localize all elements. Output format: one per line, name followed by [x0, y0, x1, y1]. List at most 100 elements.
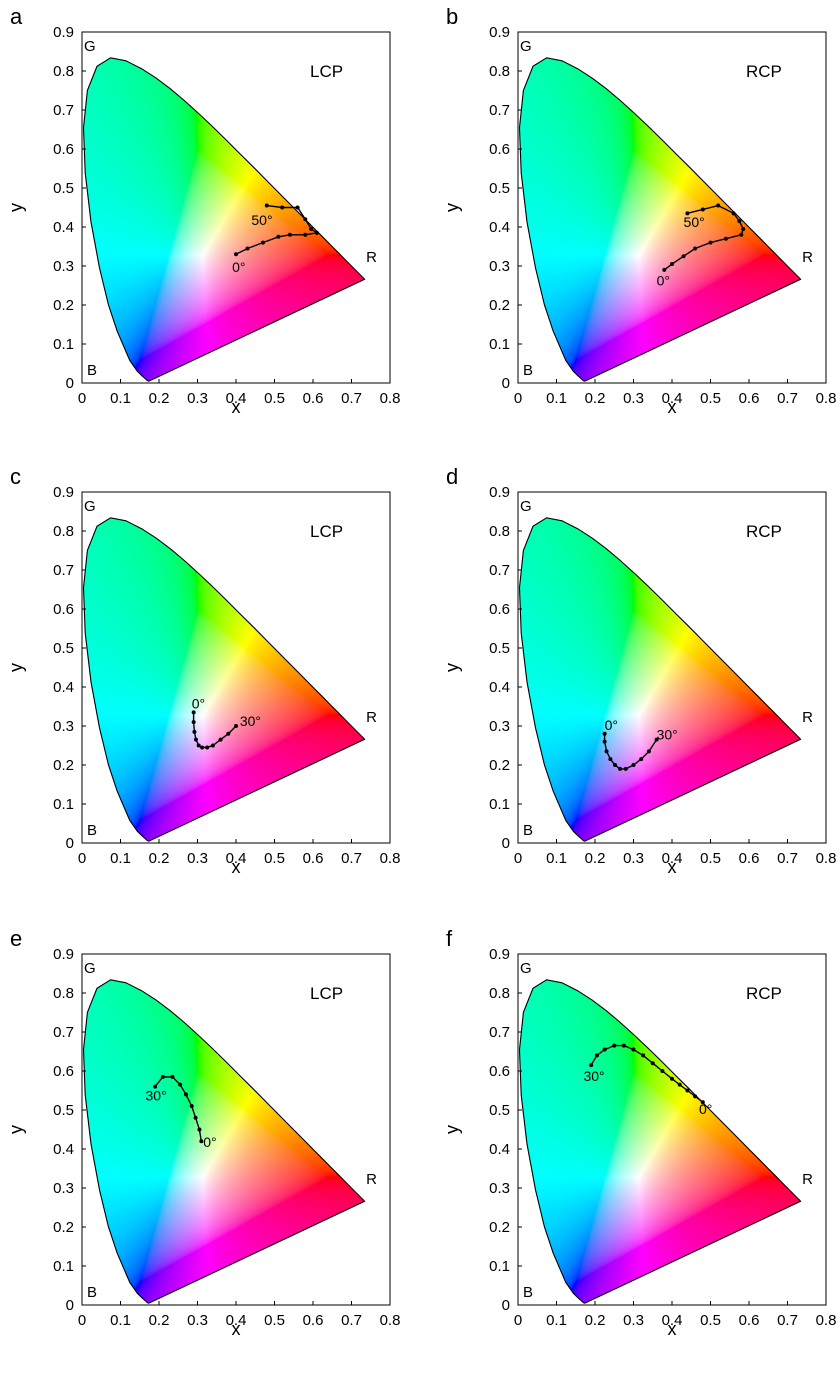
data-point: [677, 1082, 682, 1087]
y-tick-label: 0.2: [53, 757, 74, 774]
x-tick-label: 0.6: [739, 850, 760, 867]
x-tick-label: 0.4: [662, 850, 683, 867]
panel-label: c: [10, 464, 21, 489]
panel-label: b: [446, 4, 458, 29]
y-tick-label: 0.4: [53, 219, 74, 236]
corner-label-r: R: [366, 709, 377, 726]
x-tick-label: 0.1: [110, 390, 131, 407]
corner-label-r: R: [802, 249, 813, 266]
x-tick-label: 0: [514, 390, 522, 407]
x-axis-label: x: [232, 397, 241, 417]
spectral-locus: [82, 517, 366, 842]
x-tick-label: 0.8: [380, 390, 401, 407]
x-tick-label: 0.1: [110, 1312, 131, 1329]
x-tick-label: 0: [514, 850, 522, 867]
chart-panel-b: b RCP 0 0.1 0.2 0.3 0.4 0.5 0.6 0.7 0.8 0 0.1 0.2 0.3 0…: [436, 0, 840, 452]
chart-panel-d: d RCP 0 0.1 0.2 0.3 0.4 0.5 0.6 0.7 0.8 0 0.1 0.2 0.3 0…: [436, 460, 840, 912]
data-point: [618, 766, 623, 771]
chart-svg-b: b RCP 0 0.1 0.2 0.3 0.4 0.5 0.6 0.7 0.8 0 0.1 0.2 0.3 0…: [442, 4, 837, 417]
data-point: [654, 737, 659, 742]
corner-label-g: G: [520, 38, 532, 55]
data-point: [210, 743, 215, 748]
gamut-fill: [83, 979, 365, 1304]
y-tick-label: 0.9: [53, 946, 74, 963]
y-tick-label: 0.1: [53, 796, 74, 813]
y-tick-label: 0.9: [489, 24, 510, 41]
chart-svg-e: e LCP 0 0.1 0.2 0.3 0.4 0.5 0.6 0.7 0.8 0 0.1 0.2 0.3 0…: [6, 926, 401, 1339]
y-tick-label: 0.1: [53, 1258, 74, 1275]
y-tick-label: 0: [502, 375, 510, 392]
y-tick-label: 0.3: [53, 718, 74, 735]
polarization-label: LCP: [310, 984, 343, 1003]
angle-annotation: 0°: [657, 273, 670, 289]
y-tick-label: 0: [66, 1297, 74, 1314]
data-point: [303, 232, 308, 237]
angle-annotation: 30°: [240, 713, 261, 729]
data-point: [196, 743, 201, 748]
data-point: [681, 254, 686, 259]
corner-label-r: R: [366, 1171, 377, 1188]
x-tick-label: 0.5: [700, 850, 721, 867]
y-axis-label: y: [6, 1125, 26, 1134]
data-point: [260, 240, 265, 245]
y-tick-label: 0.7: [53, 102, 74, 119]
x-tick-label: 0.8: [380, 1312, 401, 1329]
corner-label-r: R: [802, 709, 813, 726]
data-point: [708, 240, 713, 245]
angle-annotation: 30°: [583, 1068, 604, 1084]
data-point: [723, 236, 728, 241]
corner-label-g: G: [84, 498, 96, 515]
x-tick-label: 0: [514, 1312, 522, 1329]
x-tick-label: 0.4: [226, 1312, 247, 1329]
gamut-fill: [519, 517, 801, 842]
corner-label-r: R: [366, 249, 377, 266]
data-point: [685, 1088, 690, 1093]
chart-svg-c: c LCP 0 0.1 0.2 0.3 0.4 0.5 0.6 0.7 0.8 0 0.1 0.2 0.3 0…: [6, 464, 400, 877]
data-point: [662, 267, 667, 272]
angle-annotation: 0°: [192, 695, 205, 711]
y-tick-label: 0.8: [53, 985, 74, 1002]
x-tick-label: 0.6: [303, 390, 324, 407]
corner-label-g: G: [520, 498, 532, 515]
data-point: [199, 1139, 204, 1144]
y-tick-label: 0.3: [489, 258, 510, 275]
y-tick-label: 0.7: [489, 1024, 510, 1041]
chart-panel-e: e LCP 0 0.1 0.2 0.3 0.4 0.5 0.6 0.7 0.8 0 0.1 0.2 0.3 0…: [0, 922, 420, 1374]
x-tick-label: 0.5: [700, 390, 721, 407]
gamut-fill: [83, 517, 365, 842]
y-tick-label: 0.3: [489, 718, 510, 735]
y-tick-label: 0.4: [53, 679, 74, 696]
x-tick-label: 0.8: [816, 390, 837, 407]
y-tick-label: 0.6: [489, 1063, 510, 1080]
data-point: [309, 226, 314, 231]
y-tick-label: 0.9: [489, 946, 510, 963]
x-tick-label: 0.2: [149, 390, 170, 407]
y-tick-label: 0.8: [489, 63, 510, 80]
data-point: [226, 731, 231, 736]
data-point: [189, 1104, 194, 1109]
x-tick-label: 0.8: [816, 1312, 837, 1329]
data-point: [170, 1074, 175, 1079]
data-point: [612, 1043, 617, 1048]
corner-label-b: B: [523, 822, 533, 839]
data-point: [205, 745, 210, 750]
y-tick-label: 0.3: [53, 258, 74, 275]
y-tick-label: 0.8: [489, 523, 510, 540]
y-axis-label: y: [442, 663, 462, 672]
chart-svg-f: f RCP 0 0.1 0.2 0.3 0.4 0.5 0.6 0.7 0.8 0 0.1 0.2 0.3 0…: [442, 926, 837, 1339]
data-point: [234, 724, 238, 728]
data-point: [314, 230, 319, 235]
polarization-label: RCP: [746, 522, 782, 541]
y-tick-label: 0.9: [53, 484, 74, 501]
data-point: [641, 1053, 646, 1058]
x-axis-label: x: [668, 1319, 677, 1339]
y-tick-label: 0.8: [53, 523, 74, 540]
polarization-label: RCP: [746, 984, 782, 1003]
x-tick-label: 0.2: [585, 1312, 606, 1329]
y-tick-label: 0.5: [489, 180, 510, 197]
data-point: [639, 757, 644, 762]
x-tick-label: 0.5: [700, 1312, 721, 1329]
data-point: [287, 232, 292, 237]
data-point: [623, 766, 628, 771]
data-point: [700, 1100, 705, 1105]
